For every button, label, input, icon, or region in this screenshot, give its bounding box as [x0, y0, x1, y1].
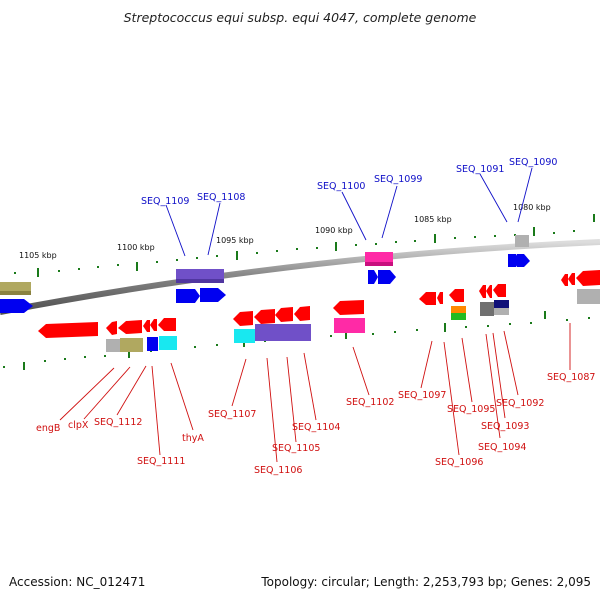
gene-label[interactable]: SEQ_1087 — [547, 372, 595, 383]
gene-label[interactable]: SEQ_1099 — [374, 174, 422, 185]
gene-arrow[interactable] — [38, 322, 98, 338]
feature-magenta[interactable] — [334, 318, 365, 333]
gene-label[interactable]: SEQ_1094 — [478, 442, 526, 453]
gene-arrow[interactable] — [254, 309, 275, 324]
kbp-labels: 1105 kbp 1100 kbp 1095 kbp 1090 kbp 1085… — [19, 203, 551, 260]
gene-arrow[interactable] — [118, 320, 142, 334]
gene-label[interactable]: SEQ_1092 — [496, 398, 544, 409]
feature-darkgray[interactable] — [480, 302, 494, 316]
reverse-gene-labels: engB clpX SEQ_1112 SEQ_1111 thyA SEQ_110… — [36, 372, 595, 476]
gene-label[interactable]: SEQ_1095 — [447, 404, 495, 415]
gene-label[interactable]: SEQ_1112 — [94, 417, 142, 428]
gene-arrow[interactable] — [493, 284, 506, 297]
gene-label[interactable]: SEQ_1107 — [208, 409, 256, 420]
gene-label[interactable]: SEQ_1100 — [317, 181, 365, 192]
kbp-label: 1095 kbp — [216, 236, 254, 245]
gene-label[interactable]: engB — [36, 423, 60, 434]
kbp-label: 1090 kbp — [315, 226, 353, 235]
gene-arrow[interactable] — [294, 306, 310, 321]
gene-label[interactable]: SEQ_1093 — [481, 421, 529, 432]
gene-arrow[interactable] — [486, 285, 492, 298]
gene-arrow[interactable] — [419, 292, 436, 305]
gene-arrow[interactable] — [333, 300, 364, 315]
feature-olive-shade — [0, 291, 31, 295]
gene-label[interactable]: SEQ_1109 — [141, 196, 189, 207]
kbp-label: 1105 kbp — [19, 251, 57, 260]
feature-purple-shade — [176, 279, 224, 283]
genome-summary-text: Topology: circular; Length: 2,253,793 bp… — [260, 575, 591, 589]
feature-gray[interactable] — [494, 308, 509, 315]
gene-label[interactable]: SEQ_1104 — [292, 422, 340, 433]
accession-text: Accession: NC_012471 — [9, 575, 145, 589]
gene-arrow[interactable] — [479, 285, 486, 298]
feature-magenta-shade — [365, 262, 393, 266]
gene-label[interactable]: SEQ_1106 — [254, 465, 302, 476]
gene-label[interactable]: SEQ_1096 — [435, 457, 483, 468]
gene-arrow[interactable] — [0, 299, 33, 313]
gene-label[interactable]: SEQ_1108 — [197, 192, 245, 203]
feature-cyan[interactable] — [234, 329, 255, 343]
gene-arrow[interactable] — [106, 321, 117, 335]
gene-arrow[interactable] — [517, 254, 530, 267]
gene-label[interactable]: SEQ_1091 — [456, 164, 504, 175]
feature-gray[interactable] — [515, 235, 529, 247]
feature-gray[interactable] — [577, 289, 600, 304]
gene-arrow[interactable] — [176, 289, 200, 303]
gene-label[interactable]: SEQ_1097 — [398, 390, 446, 401]
forward-gene-labels: SEQ_1109 SEQ_1108 SEQ_1100 SEQ_1099 SEQ_… — [141, 157, 557, 207]
feature-green[interactable] — [451, 313, 466, 320]
gene-arrow[interactable] — [143, 320, 150, 332]
gene-label[interactable]: SEQ_1102 — [346, 397, 394, 408]
gene-arrow[interactable] — [200, 288, 226, 302]
gene-arrow[interactable] — [576, 270, 600, 286]
feature-olive[interactable] — [120, 338, 143, 352]
feature-orange[interactable] — [451, 306, 466, 313]
gene-arrow[interactable] — [233, 311, 253, 326]
kbp-label: 1100 kbp — [117, 243, 155, 252]
gene-arrow[interactable] — [437, 292, 443, 304]
gene-arrow[interactable] — [378, 270, 396, 284]
gene-arrow[interactable] — [568, 273, 575, 285]
gene-arrow[interactable] — [368, 270, 378, 284]
feature-navy[interactable] — [494, 300, 509, 308]
gene-arrow[interactable] — [158, 318, 176, 331]
kbp-label: 1080 kbp — [513, 203, 551, 212]
gene-arrow[interactable] — [449, 289, 464, 302]
gene-label[interactable]: SEQ_1105 — [272, 443, 320, 454]
gene-arrow[interactable] — [275, 307, 293, 322]
feature-purple[interactable] — [255, 324, 311, 341]
red-leader-lines — [59, 323, 571, 463]
genome-backbone — [0, 239, 600, 315]
blue-leader-lines — [165, 167, 533, 257]
gene-arrow[interactable] — [561, 274, 568, 286]
map-title: Streptococcus equi subsp. equi 4047, com… — [124, 10, 477, 25]
kbp-label: 1085 kbp — [414, 215, 452, 224]
gene-label[interactable]: SEQ_1111 — [137, 456, 185, 467]
gene-label[interactable]: thyA — [182, 433, 204, 444]
feature-cyan[interactable] — [159, 336, 177, 350]
gene-label[interactable]: SEQ_1090 — [509, 157, 557, 168]
feature-blue[interactable] — [147, 337, 158, 351]
reverse-strand-features — [38, 270, 600, 352]
gene-arrow[interactable] — [150, 319, 157, 331]
feature-gray[interactable] — [106, 339, 120, 352]
forward-strand-features — [0, 235, 530, 313]
gene-label[interactable]: clpX — [68, 420, 89, 431]
